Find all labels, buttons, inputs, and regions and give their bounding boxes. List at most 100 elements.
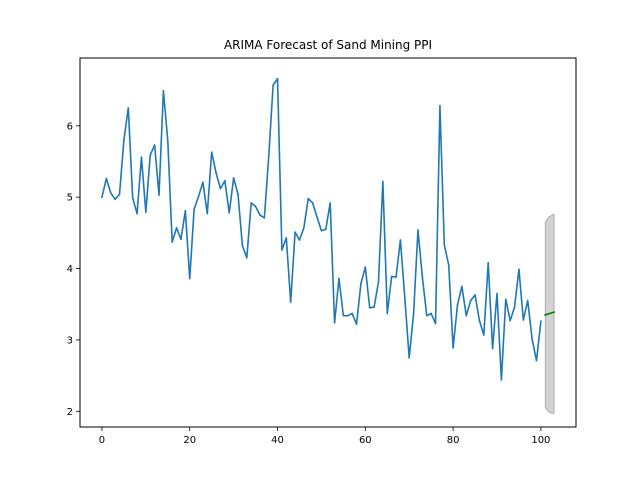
observed-data-point: [140, 156, 143, 159]
observed-data-point: [456, 304, 459, 306]
observed-data-point: [307, 197, 310, 200]
observed-data-point: [188, 277, 191, 280]
observed-data-point: [487, 262, 490, 264]
observed-data-point: [267, 155, 270, 158]
x-tick-label: 80: [447, 435, 460, 446]
observed-data-point: [224, 179, 226, 182]
observed-data-point: [509, 319, 511, 322]
observed-data-point: [382, 180, 384, 183]
chart-title: ARIMA Forecast of Sand Mining PPI: [224, 38, 432, 52]
observed-data-point: [294, 231, 296, 233]
observed-data-point: [412, 312, 415, 315]
observed-data-point: [303, 227, 305, 229]
observed-data-point: [434, 322, 437, 325]
observed-data-point: [109, 192, 112, 194]
observed-data-point: [408, 356, 411, 359]
observed-data-point: [285, 237, 288, 239]
observed-data-point: [333, 321, 336, 324]
observed-data-point: [202, 181, 204, 183]
y-tick-label: 5: [67, 193, 73, 204]
observed-data-point: [355, 323, 358, 326]
forecast-data-point: [544, 314, 547, 316]
observed-data-point: [447, 264, 450, 266]
observed-data-point: [298, 239, 301, 241]
observed-data-point: [241, 244, 244, 247]
observed-data-point: [395, 276, 397, 278]
observed-data-point: [513, 306, 516, 308]
observed-data-point: [149, 154, 152, 156]
observed-data-point: [197, 195, 200, 198]
observed-data-point: [461, 285, 463, 288]
x-tick-label: 100: [531, 435, 550, 446]
observed-data-point: [496, 292, 498, 295]
observed-data-point: [232, 177, 235, 179]
observed-data-point: [483, 334, 485, 336]
observed-data-point: [193, 208, 195, 211]
observed-data-point: [180, 238, 182, 241]
y-tick-label: 2: [67, 407, 73, 418]
observed-data-point: [364, 266, 367, 268]
observed-data-point: [210, 151, 213, 154]
observed-data-point: [500, 379, 503, 381]
observed-data-point: [162, 90, 165, 92]
observed-data-point: [311, 202, 314, 204]
axis-ticks: 0 20 40 60 80 100 2 3 4 5 6: [67, 121, 551, 446]
observed-data-point: [325, 228, 327, 231]
observed-data-point: [320, 229, 323, 232]
observed-data-point: [540, 320, 542, 323]
observed-data-point: [105, 177, 108, 180]
observed-data-point: [166, 139, 169, 142]
observed-data-point: [465, 314, 468, 317]
observed-data-point: [259, 214, 261, 216]
forecast-data-point: [553, 311, 555, 313]
observed-data-point: [123, 139, 125, 141]
axes-frame: [79, 57, 577, 428]
forecast-data-point: [548, 312, 551, 315]
x-tick-label: 60: [359, 435, 372, 446]
observed-data-point: [254, 205, 257, 208]
observed-data-point: [281, 249, 283, 251]
observed-data-point: [478, 319, 481, 322]
observed-data-point: [399, 239, 402, 241]
observed-data-point: [425, 314, 428, 317]
observed-data-point: [246, 257, 248, 259]
observed-data-point: [131, 197, 134, 199]
observed-data-point: [145, 211, 147, 213]
observed-data-point: [289, 301, 292, 303]
observed-data-point: [276, 77, 279, 80]
observed-data-point: [342, 314, 345, 317]
observed-data-point: [377, 281, 380, 283]
observed-data-point: [329, 202, 331, 204]
observed-data-point: [346, 314, 349, 317]
observed-data-point: [118, 193, 121, 196]
observed-data-point: [439, 105, 441, 107]
observed-data-point: [430, 312, 432, 315]
observed-data-point: [136, 212, 138, 215]
observed-data-point: [171, 241, 173, 243]
observed-data-point: [368, 307, 371, 309]
observed-data-point: [219, 187, 222, 190]
x-tick-label: 20: [183, 435, 196, 446]
observed-data-point: [390, 275, 393, 278]
y-tick-label: 4: [67, 264, 73, 275]
observed-data-point: [360, 282, 362, 285]
observed-data-point: [127, 107, 130, 109]
x-tick-label: 40: [271, 435, 284, 446]
observed-data-point: [237, 193, 239, 196]
observed-data-point: [114, 198, 116, 201]
observed-data-point: [421, 276, 424, 278]
observed-data-point: [531, 338, 533, 341]
observed-data-point: [101, 196, 103, 198]
observed-data-point: [338, 277, 340, 280]
observed-data-point: [351, 312, 353, 315]
observed-data-point: [452, 346, 454, 349]
observed-data-point: [153, 144, 156, 146]
plot-area: [100, 77, 556, 414]
observed-data-point: [504, 298, 507, 301]
observed-data-point: [316, 216, 318, 218]
observed-data-point: [474, 294, 476, 296]
x-tick-label: 0: [99, 435, 105, 446]
observed-data-point: [206, 212, 209, 215]
observed-data-point: [443, 244, 446, 246]
